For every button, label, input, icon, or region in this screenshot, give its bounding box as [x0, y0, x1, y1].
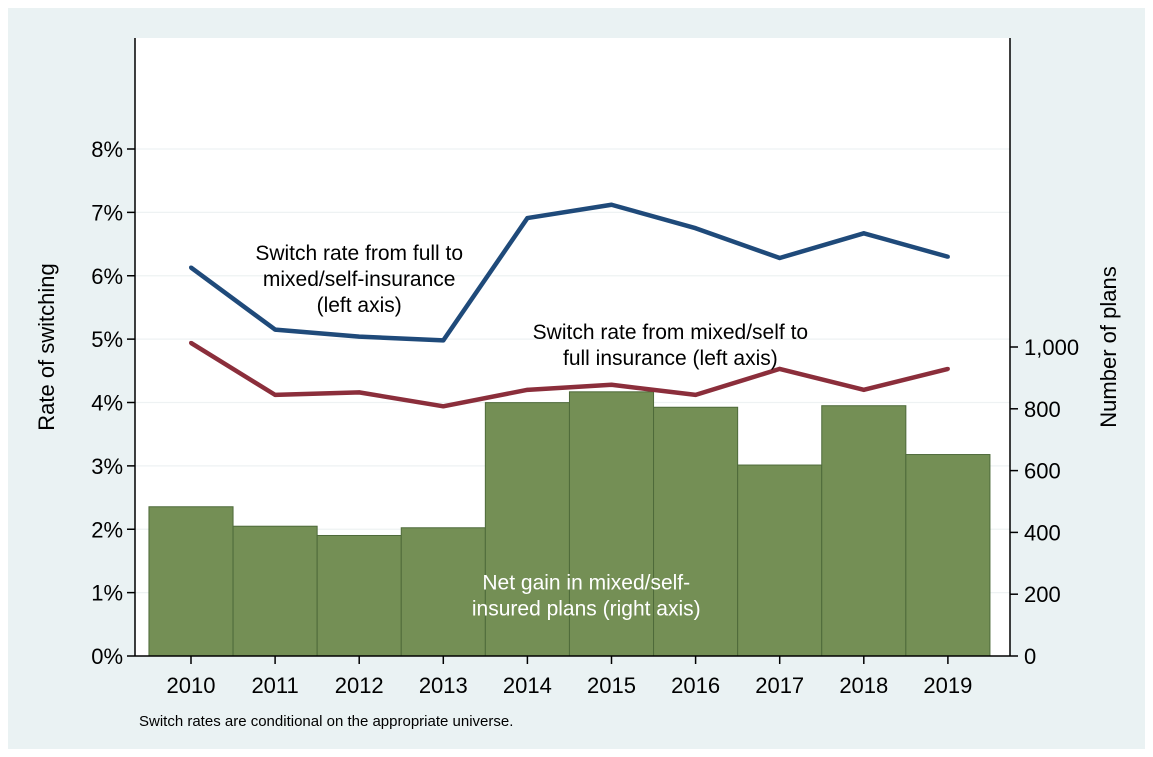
x-tick-label: 2015	[587, 673, 636, 698]
y-left-tick-label: 5%	[91, 327, 123, 352]
y-left-tick-label: 8%	[91, 137, 123, 162]
annotation-text: full insurance (left axis)	[563, 347, 778, 370]
x-tick-label: 2010	[167, 673, 216, 698]
bar	[737, 464, 823, 657]
tick-labels: 0% 1% 2% 3% 4% 5% 6% 7% 8% 0 200 400 600 800 1,000 2010…	[91, 137, 1079, 698]
annotation-text: insured plans (right axis)	[472, 597, 701, 620]
y-left-tick-label: 4%	[91, 391, 123, 416]
y-right-tick-label: 1,000	[1024, 335, 1079, 360]
bar	[316, 534, 402, 657]
annotation-text: Net gain in mixed/self-	[482, 571, 690, 594]
line-point	[609, 202, 614, 207]
annotation-text: mixed/self-insurance	[263, 268, 456, 291]
x-tick-label: 2016	[671, 673, 720, 698]
chart-note: Switch rates are conditional on the appr…	[139, 713, 513, 730]
y-axis-right-title: Number of plans	[1096, 266, 1121, 427]
line-point	[189, 340, 193, 345]
line-point	[273, 392, 278, 397]
x-tick-label: 2019	[923, 673, 972, 698]
bar	[232, 525, 318, 657]
line-point	[357, 390, 362, 395]
y-right-tick-label: 600	[1024, 459, 1061, 484]
bar	[400, 527, 486, 657]
bar	[148, 506, 234, 657]
line-point	[357, 334, 362, 339]
y-left-tick-label: 3%	[91, 454, 123, 479]
y-right-tick-label: 200	[1024, 582, 1061, 607]
line-point	[777, 256, 782, 261]
y-left-tick-label: 0%	[91, 644, 123, 669]
x-tick-label: 2011	[251, 673, 298, 698]
annotation-text: (left axis)	[317, 294, 402, 317]
y-axis-left-title: Rate of switching	[34, 263, 59, 431]
line-point	[945, 254, 950, 259]
line-point	[945, 366, 950, 371]
line-point	[861, 387, 866, 392]
line-point	[693, 226, 698, 231]
line-point	[525, 216, 530, 221]
y-left-tick-label: 6%	[91, 264, 123, 289]
bar	[568, 391, 655, 657]
y-right-tick-label: 400	[1024, 520, 1061, 545]
line-series	[189, 202, 950, 409]
annotations: Switch rate from full to mixed/self-insur…	[255, 242, 808, 621]
line-point	[693, 392, 698, 397]
x-tick-label: 2014	[503, 673, 552, 698]
y-right-tick-label: 800	[1024, 397, 1061, 422]
y-left-tick-label: 7%	[91, 200, 123, 225]
line-point	[777, 366, 782, 371]
annotation-text: Switch rate from full to	[255, 242, 463, 265]
x-tick-label: 2017	[755, 673, 804, 698]
bar	[905, 454, 991, 657]
y-left-tick-label: 2%	[91, 517, 123, 542]
line-point	[609, 382, 614, 387]
annotation-text: Switch rate from mixed/self to	[533, 321, 808, 344]
bar	[821, 405, 907, 657]
series-line-2	[189, 341, 949, 409]
y-left-tick-label: 1%	[91, 581, 123, 606]
bar-series	[148, 391, 991, 657]
series-line-1	[189, 202, 949, 343]
bar	[484, 402, 570, 657]
x-tick-label: 2012	[335, 673, 384, 698]
y-right-tick-label: 0	[1024, 644, 1036, 669]
line-point	[861, 231, 866, 236]
line-point	[441, 404, 446, 409]
line-point	[441, 338, 446, 343]
chart-svg: 0% 1% 2% 3% 4% 5% 6% 7% 8% 0 200 400 600 800 1,000 2010…	[34, 38, 1121, 730]
x-tick-label: 2018	[839, 673, 888, 698]
line-point	[189, 265, 193, 270]
bar	[653, 406, 739, 657]
x-tick-label: 2013	[419, 673, 468, 698]
chart-frame: 0% 1% 2% 3% 4% 5% 6% 7% 8% 0 200 400 600 800 1,000 2010…	[8, 8, 1145, 749]
line-point	[525, 387, 530, 392]
line-point	[273, 327, 278, 332]
